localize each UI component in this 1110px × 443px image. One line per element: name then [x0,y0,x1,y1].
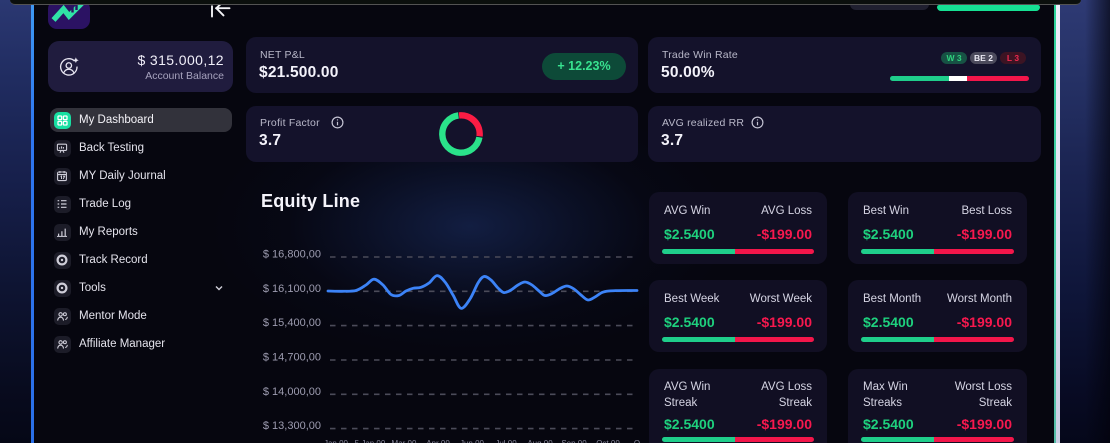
svg-text:Aug 00: Aug 00 [527,439,553,443]
svg-text:5 Jan 00: 5 Jan 00 [355,439,386,443]
svg-text:Jul 00: Jul 00 [495,439,517,443]
svg-text:$ 14,000,00: $ 14,000,00 [263,386,321,398]
svg-text:$ 14,700,00: $ 14,700,00 [263,352,321,364]
svg-text:$ 15,400,00: $ 15,400,00 [263,317,321,329]
svg-text:Jun 00: Jun 00 [460,439,485,443]
svg-text:$ 13,300,00: $ 13,300,00 [263,420,321,432]
svg-text:$ 16,100,00: $ 16,100,00 [263,283,321,295]
svg-text:Apr 00: Apr 00 [426,439,450,443]
svg-text:Mar 00: Mar 00 [392,439,417,443]
svg-text:Oct 00: Oct 00 [596,439,620,443]
svg-text:Jan 00: Jan 00 [324,439,349,443]
svg-text:$ 16,800,00: $ 16,800,00 [263,249,321,261]
svg-text:Sep 00: Sep 00 [561,439,587,443]
svg-text:O: O [634,439,640,443]
